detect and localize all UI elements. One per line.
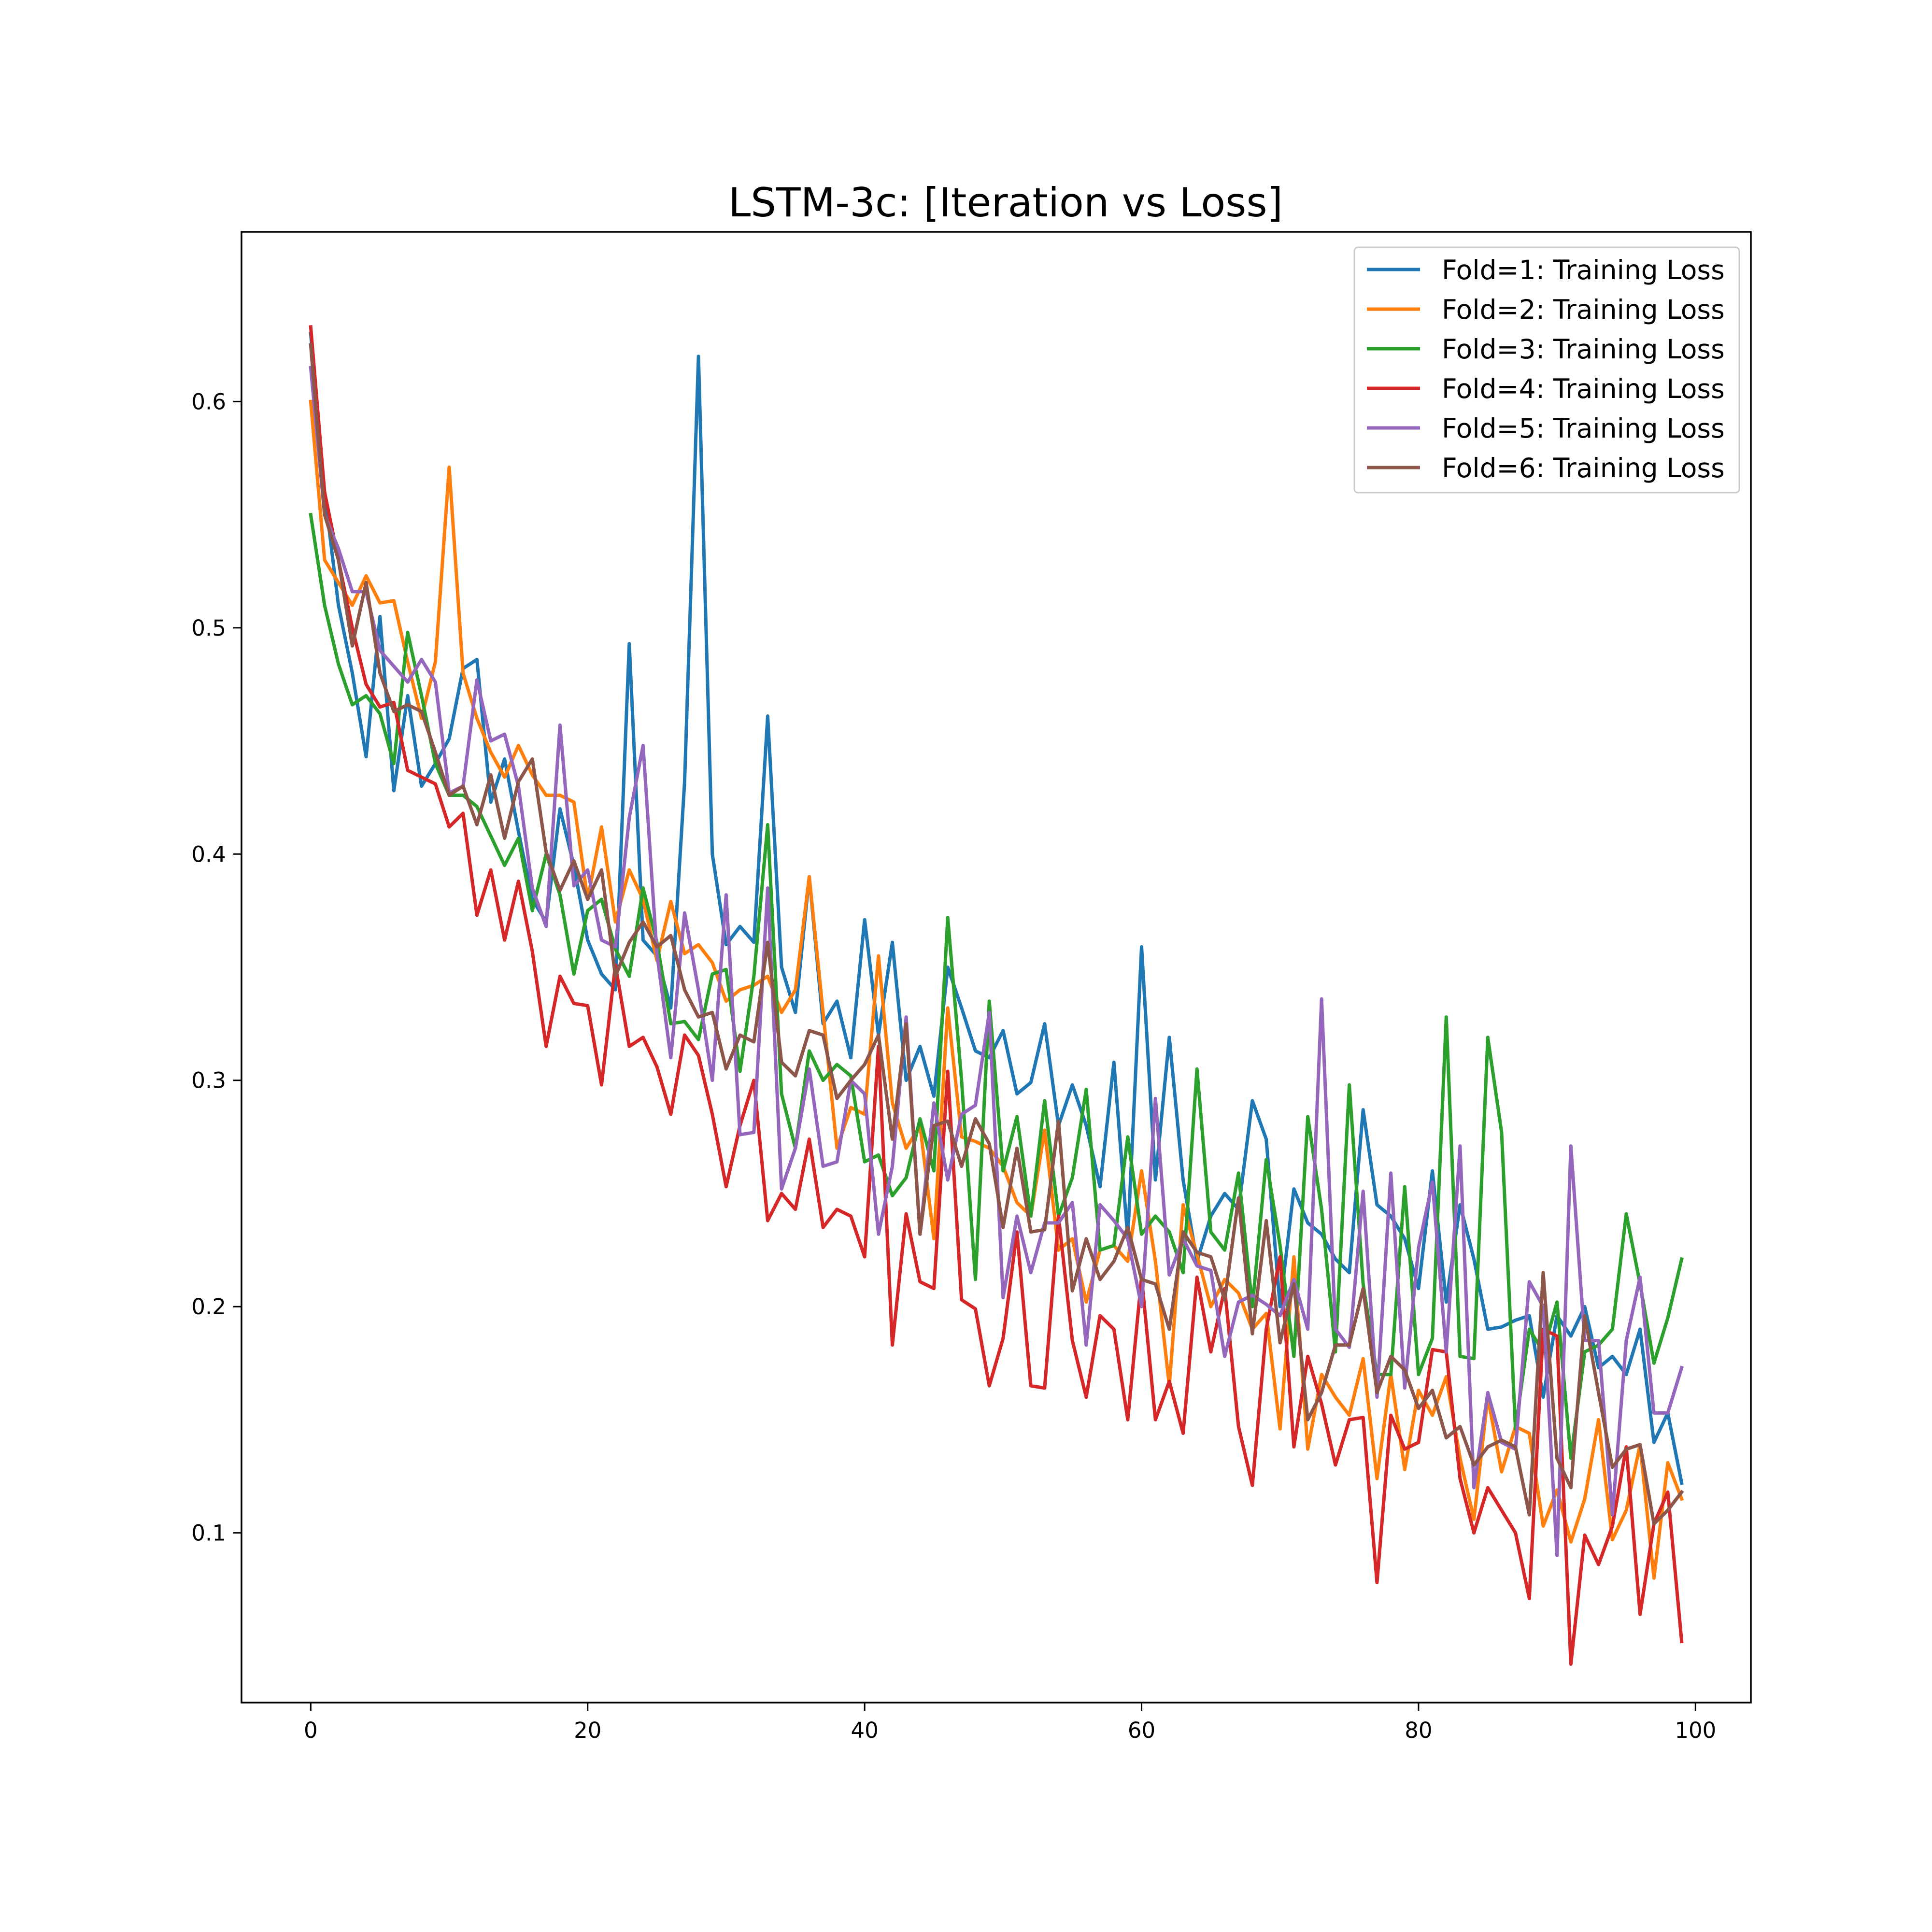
- series-line-fold-6: [309, 343, 1684, 1526]
- x-tick-label: 0: [304, 1718, 318, 1743]
- legend: Fold=1: Training Loss Fold=2: Training Lo…: [1353, 246, 1740, 494]
- legend-label-fold-2: Fold=2: Training Loss: [1442, 294, 1725, 325]
- y-tick-label: 0.3: [191, 1068, 226, 1094]
- x-axis: 0 20 40 60 80 100: [304, 1703, 1716, 1743]
- x-tick-label: 100: [1675, 1718, 1716, 1743]
- y-tick-label: 0.6: [191, 389, 226, 414]
- legend-label-fold-1: Fold=1: Training Loss: [1442, 255, 1725, 285]
- plot-frame: [241, 231, 1752, 1704]
- series-layer: [309, 325, 1684, 1666]
- legend-label-fold-6: Fold=6: Training Loss: [1442, 453, 1725, 483]
- y-tick-label: 0.1: [191, 1520, 226, 1546]
- x-tick-label: 80: [1405, 1718, 1432, 1743]
- x-tick-label: 60: [1128, 1718, 1155, 1743]
- x-tick-label: 40: [851, 1718, 879, 1743]
- x-tick-label: 20: [574, 1718, 601, 1743]
- y-axis: 0.1 0.2 0.3 0.4 0.5 0.6: [191, 389, 242, 1546]
- legend-box: [1353, 246, 1740, 494]
- legend-label-fold-5: Fold=5: Training Loss: [1442, 413, 1725, 444]
- series-line-fold-5: [309, 366, 1684, 1557]
- series-line-fold-4: [309, 325, 1684, 1666]
- chart-title: LSTM-3c: [Iteration vs Loss]: [728, 179, 1283, 226]
- legend-label-fold-3: Fold=3: Training Loss: [1442, 334, 1725, 365]
- y-tick-label: 0.5: [191, 615, 226, 641]
- series-line-fold-3: [309, 512, 1684, 1460]
- y-tick-label: 0.2: [191, 1294, 226, 1320]
- legend-label-fold-4: Fold=4: Training Loss: [1442, 373, 1725, 404]
- y-tick-label: 0.4: [191, 841, 226, 867]
